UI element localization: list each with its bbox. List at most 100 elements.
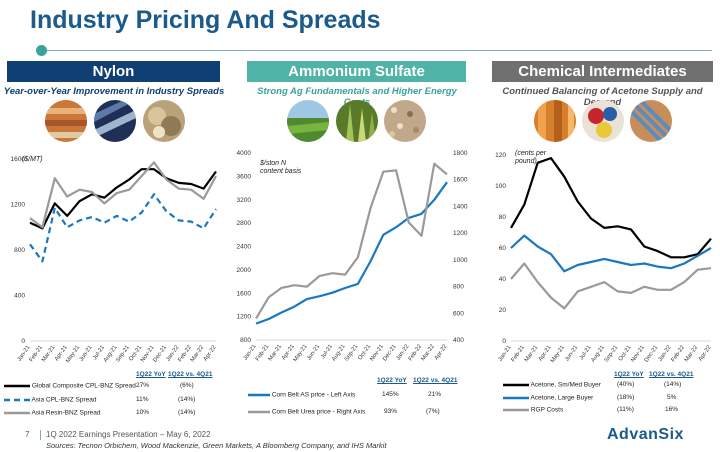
x-tick-label: Mar-22 bbox=[190, 345, 205, 363]
y-right-tick-label: 1600 bbox=[453, 177, 468, 184]
legend-yoy: (11%) bbox=[617, 406, 634, 413]
y-tick-label: 2800 bbox=[237, 220, 252, 227]
section-band-chemical-intermediates: Chemical Intermediates bbox=[492, 61, 713, 82]
y-tick-label: 800 bbox=[240, 337, 251, 344]
legend-yoy: (18%) bbox=[617, 394, 635, 401]
y-tick-label: 100 bbox=[495, 183, 506, 190]
legend-row-asia-cpl: Asia CPL-BNZ Spread bbox=[4, 395, 96, 405]
y-tick-label: 60 bbox=[499, 245, 507, 252]
legend-yoy: 145% bbox=[382, 391, 399, 398]
y-tick-label: 0 bbox=[502, 338, 506, 345]
x-tick-label: Mar-21 bbox=[524, 345, 539, 363]
y-tick-label: 2400 bbox=[237, 244, 252, 251]
y-right-tick-label: 1200 bbox=[453, 230, 468, 237]
legend-row-corn-belt-urea: Corn Belt Urea price - Right Axis bbox=[248, 407, 365, 417]
sources-note: Sources: Tecnon Orbichem, Wood Mackenzie… bbox=[46, 441, 387, 450]
legend-yoy: (40%) bbox=[617, 381, 635, 388]
footer-text: 1Q 2022 Earnings Presentation – May 6, 2… bbox=[46, 430, 211, 439]
legend-label: Asia CPL-BNZ Spread bbox=[31, 396, 97, 404]
legend-yoy: 11% bbox=[136, 396, 149, 403]
page-title: Industry Pricing And Spreads bbox=[30, 6, 381, 34]
legend-label: Acetone, Large Buyer bbox=[530, 394, 594, 402]
x-tick-label: Sep-21 bbox=[344, 344, 360, 363]
y-axis-label: $/ston N bbox=[259, 160, 287, 167]
band-label: Chemical Intermediates bbox=[518, 63, 687, 80]
paint-photo-icon bbox=[582, 100, 624, 142]
y-tick-label: 3600 bbox=[237, 173, 252, 180]
x-tick-label: Sep-21 bbox=[604, 345, 620, 364]
y-right-tick-label: 1800 bbox=[453, 150, 468, 157]
legend-yoy: 93% bbox=[384, 408, 398, 415]
series-line-acetone-large-buyer bbox=[510, 234, 712, 273]
legend-row-corn-belt-as: Corn Belt AS price - Left Axis bbox=[248, 390, 355, 400]
legend-label: Corn Belt Urea price - Right Axis bbox=[271, 408, 366, 416]
x-tick-label: Jun-21 bbox=[79, 345, 94, 363]
y-tick-label: 2000 bbox=[237, 267, 252, 274]
y-right-tick-label: 800 bbox=[453, 284, 464, 291]
legend-label: Asia Resin-BNZ Spread bbox=[31, 409, 101, 417]
x-tick-label: Jun-21 bbox=[564, 345, 579, 363]
y-right-tick-label: 400 bbox=[453, 337, 464, 344]
y-tick-label: 1600 bbox=[11, 156, 26, 163]
band-label: Ammonium Sulfate bbox=[288, 63, 425, 80]
title-divider bbox=[42, 50, 712, 51]
series-line-corn-belt-urea-price-right-axis bbox=[255, 162, 448, 320]
series-line-rgp-costs bbox=[510, 262, 712, 310]
x-tick-label: Dec-21 bbox=[644, 345, 660, 364]
legend-row-acetone-large: Acetone, Large Buyer bbox=[503, 393, 593, 403]
legend-qoq: (7%) bbox=[426, 408, 440, 415]
x-tick-label: Mar-22 bbox=[684, 345, 699, 363]
section-band-ammonium-sulfate: Ammonium Sulfate bbox=[247, 61, 466, 82]
nylon-subtitle: Year-over-Year Improvement in Industry S… bbox=[3, 86, 225, 97]
legend-yoy: 27% bbox=[136, 382, 150, 389]
title-dot-icon bbox=[36, 45, 47, 56]
legend-qoq: (6%) bbox=[180, 382, 194, 389]
y-tick-label: 800 bbox=[14, 247, 25, 254]
x-tick-label: May-21 bbox=[550, 345, 566, 364]
y-tick-label: 400 bbox=[14, 293, 25, 300]
fabric-photo-icon bbox=[94, 100, 136, 142]
carpet-photo-icon bbox=[45, 100, 87, 142]
y-right-tick-label: 600 bbox=[453, 310, 464, 317]
footer-divider bbox=[40, 430, 41, 440]
x-tick-label: Apr-22 bbox=[434, 344, 449, 362]
legend-label: Acetone, Sm/Med Buyer bbox=[530, 381, 601, 389]
legend-yoy: 10% bbox=[136, 409, 150, 416]
legend-qoq: 16% bbox=[665, 406, 679, 413]
legend-label: RGP Costs bbox=[530, 406, 564, 414]
x-tick-label: Dec-21 bbox=[382, 344, 398, 363]
yarn-photo-icon bbox=[143, 100, 185, 142]
field-photo-icon bbox=[287, 100, 329, 142]
x-tick-label: Apr-22 bbox=[203, 345, 218, 363]
x-tick-label: Mar-21 bbox=[41, 345, 56, 363]
series-line-asia-resin-bnz-spread bbox=[29, 161, 217, 229]
y-tick-label: 1200 bbox=[237, 314, 252, 321]
band-label: Nylon bbox=[92, 63, 135, 80]
legend-qoq: (14%) bbox=[178, 396, 196, 403]
y-tick-label: 3200 bbox=[237, 197, 252, 204]
y-axis-label: pound) bbox=[514, 158, 537, 165]
x-tick-label: Mar-21 bbox=[268, 344, 283, 362]
y-right-tick-label: 1400 bbox=[453, 203, 468, 210]
y-axis-label: ($/MT) bbox=[22, 156, 43, 163]
legend-qoq: 5% bbox=[667, 394, 677, 401]
legend-row-global-composite: Global Composite CPL-BNZ Spread bbox=[4, 381, 136, 391]
x-tick-label: Apr-22 bbox=[698, 345, 713, 363]
series-line-asia-cpl-bnz-spread bbox=[29, 193, 217, 263]
y-axis-label: content basis bbox=[260, 168, 302, 175]
glass-photo-icon bbox=[630, 100, 672, 142]
corn-photo-icon bbox=[336, 100, 378, 142]
y-tick-label: 40 bbox=[499, 276, 507, 283]
y-tick-label: 1200 bbox=[11, 202, 26, 209]
legend-row-rgp: RGP Costs bbox=[503, 405, 563, 415]
section-band-nylon: Nylon bbox=[7, 61, 220, 82]
legend-label: Global Composite CPL-BNZ Spread bbox=[31, 382, 136, 390]
y-tick-label: 0 bbox=[21, 338, 25, 345]
y-tick-label: 1600 bbox=[237, 290, 252, 297]
y-tick-label: 120 bbox=[495, 152, 506, 159]
nylon-chart: 040080012001600Jan-21Feb-21Mar-21Apr-21M… bbox=[11, 156, 218, 364]
legend-row-acetone-sm: Acetone, Sm/Med Buyer bbox=[503, 380, 601, 390]
y-tick-label: 4000 bbox=[237, 150, 252, 157]
y-axis-label: (cents per bbox=[515, 150, 547, 157]
series-line-acetone-sm-med-buyer bbox=[510, 157, 712, 259]
